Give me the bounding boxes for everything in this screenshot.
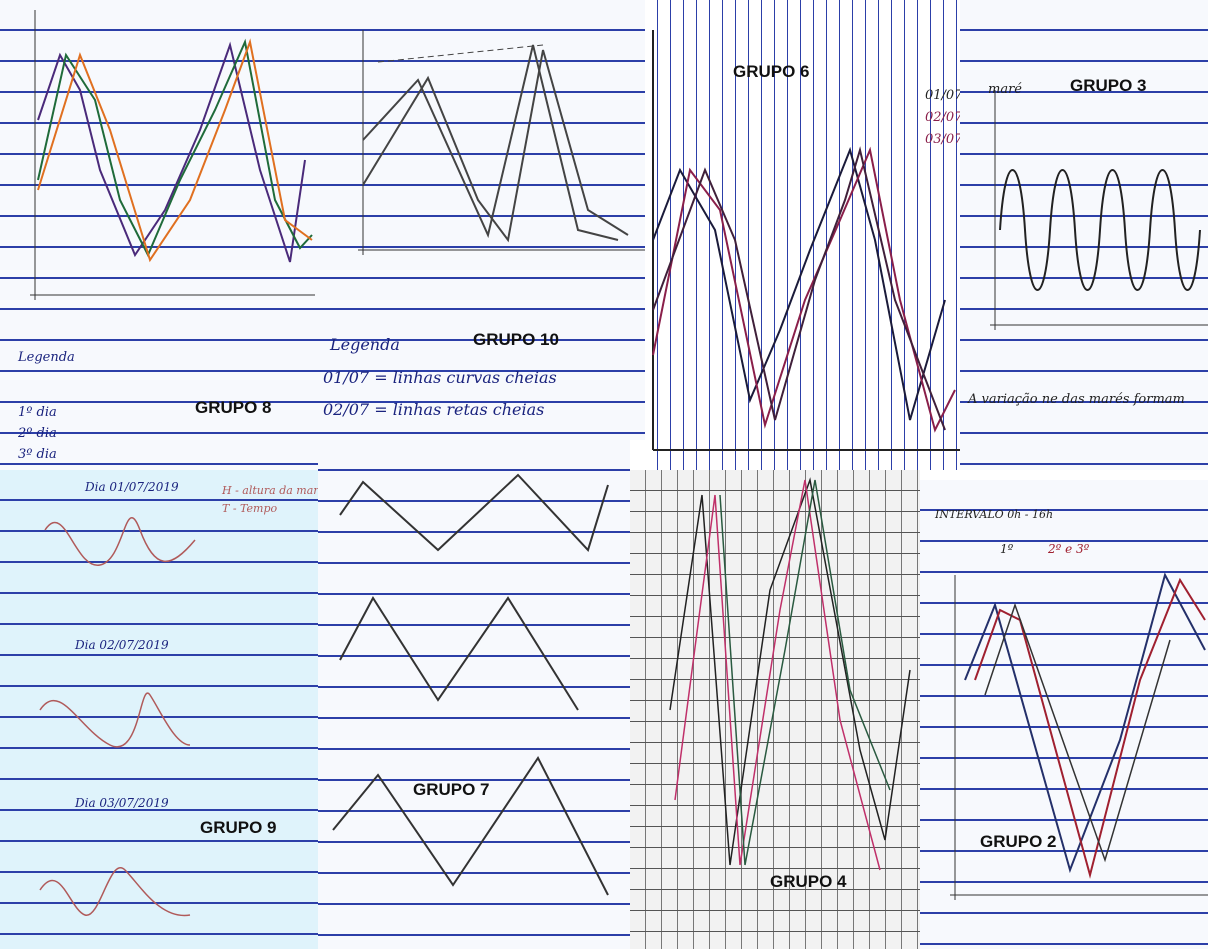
note: A variação ne das marés formam <box>968 392 1185 407</box>
panel: GRUPO 2 INTERVALO 0h - 16h 1º 2º e 3º <box>920 480 1208 949</box>
note: Dia 03/07/2019 <box>75 796 169 810</box>
panel: GRUPO 9 Dia 01/07/2019 H - altura da mar… <box>0 470 318 949</box>
group-label: GRUPO 4 <box>770 872 847 891</box>
group-label: GRUPO 3 <box>1070 76 1147 95</box>
drawing <box>332 473 609 896</box>
note: 1º dia <box>18 405 57 420</box>
drawing <box>990 90 1208 330</box>
group-label: GRUPO 7 <box>413 780 490 799</box>
group-label: GRUPO 8 <box>195 398 272 417</box>
panel: GRUPO 3 maré A variação ne das marés for… <box>960 0 1208 470</box>
drawing <box>39 517 196 917</box>
group-label: GRUPO 6 <box>733 62 810 81</box>
note: 02/07 <box>925 110 960 125</box>
note: 03/07 <box>925 132 960 147</box>
drawing <box>358 30 645 255</box>
group-label: GRUPO 9 <box>200 818 277 837</box>
note: H - altura da maré <box>222 484 318 497</box>
group-label: GRUPO 10 <box>473 330 559 349</box>
drawing <box>652 30 960 451</box>
note: 2º dia <box>18 426 57 441</box>
drawing <box>669 477 911 871</box>
note: 1º <box>1000 542 1014 556</box>
note: Dia 01/07/2019 <box>85 480 179 494</box>
panel: GRUPO 7 <box>318 440 630 949</box>
note: maré <box>988 82 1022 97</box>
note: 3º dia <box>18 447 57 462</box>
note: 01/07 = linhas curvas cheias <box>323 368 557 387</box>
note: Legenda <box>330 335 400 354</box>
panel: GRUPO 6 01/07 02/07 03/07 <box>645 0 960 470</box>
note: 02/07 = linhas retas cheias <box>323 400 545 419</box>
note: Dia 02/07/2019 <box>75 638 169 652</box>
panel: GRUPO 4 <box>630 470 920 949</box>
drawing <box>950 572 1208 900</box>
note: Legenda <box>18 350 75 365</box>
note: INTERVALO 0h - 16h <box>935 508 1054 521</box>
panel: GRUPO 8 Legenda 1º dia 2º dia 3º dia <box>0 0 318 470</box>
group-label: GRUPO 2 <box>980 832 1057 851</box>
drawing <box>30 10 315 300</box>
panel: GRUPO 10 Legenda 01/07 = linhas curvas c… <box>318 0 645 440</box>
note: 2º e 3º <box>1048 542 1090 556</box>
note: 01/07 <box>925 88 960 103</box>
note: T - Tempo <box>222 502 278 515</box>
